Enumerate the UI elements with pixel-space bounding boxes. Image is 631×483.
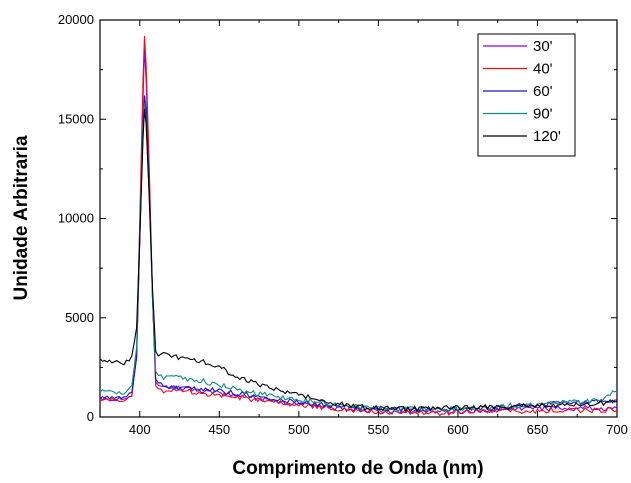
x-tick-label: 500 [288, 422, 310, 437]
y-tick-label: 5000 [65, 310, 94, 325]
series-line-1 [99, 35, 618, 417]
y-tick-label: 15000 [58, 111, 94, 126]
tick-layer: 400 450 500 550 600 650 700 0 5000 10000 15000 2000… [58, 12, 628, 437]
series-layer [99, 35, 618, 417]
x-tick-label: 400 [129, 422, 151, 437]
legend-label-3: 90' [533, 106, 553, 123]
legend-label-2: 60' [533, 83, 553, 100]
legend: 30' 40' 60' 90' 120' [477, 33, 576, 157]
y-tick-label: 10000 [58, 211, 94, 226]
x-tick-label: 650 [527, 422, 549, 437]
series-line-4 [99, 109, 618, 413]
legend-label-4: 120' [533, 128, 561, 145]
x-tick-label: 550 [368, 422, 390, 437]
legend-label-0: 30' [533, 38, 553, 55]
x-tick-label: 450 [208, 422, 230, 437]
y-tick-label: 20000 [58, 12, 94, 27]
y-axis-title: Unidade Arbitraria [11, 135, 32, 300]
x-tick-label: 600 [447, 422, 469, 437]
x-tick-label: 700 [606, 422, 628, 437]
legend-label-1: 40' [533, 61, 553, 78]
x-axis-title: Comprimento de Onda (nm) [232, 458, 483, 479]
y-tick-label: 0 [87, 409, 94, 424]
